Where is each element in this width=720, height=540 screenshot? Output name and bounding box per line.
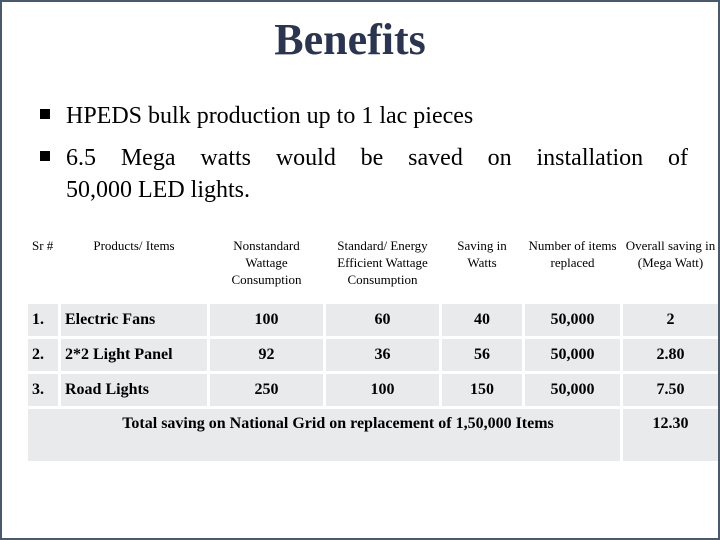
column-header: Standard/ Energy Efficient Wattage Consu… <box>326 235 439 301</box>
table-cell: 2. <box>28 339 58 371</box>
total-value: 12.30 <box>623 409 718 461</box>
table-header-row: Sr # Products/ Items Nonstandard Wattage… <box>28 235 718 301</box>
table-cell: 150 <box>442 374 522 406</box>
table-cell: 2 <box>623 304 718 336</box>
square-bullet-icon <box>40 109 50 119</box>
table-cell: 250 <box>210 374 323 406</box>
table-total-row: Total saving on National Grid on replace… <box>28 409 718 461</box>
table-cell: 2.80 <box>623 339 718 371</box>
column-header: Saving in Watts <box>442 235 522 301</box>
column-header: Nonstandard Wattage Consumption <box>210 235 323 301</box>
table-cell: 56 <box>442 339 522 371</box>
column-header: Overall saving in (Mega Watt) <box>623 235 718 301</box>
table-cell: 50,000 <box>525 304 620 336</box>
bullet-text-continued: 50,000 LED lights. <box>66 177 250 203</box>
table-cell: 3. <box>28 374 58 406</box>
slide-title: Benefits <box>274 15 426 64</box>
table-cell: 7.50 <box>623 374 718 406</box>
column-header: Sr # <box>28 235 58 301</box>
column-header: Products/ Items <box>61 235 207 301</box>
table-cell: 100 <box>210 304 323 336</box>
table-cell: Electric Fans <box>61 304 207 336</box>
table-cell: 2*2 Light Panel <box>61 339 207 371</box>
bullet-text: 6.5 Mega watts would be saved on install… <box>66 145 688 171</box>
table-row: 3. Road Lights 250 100 150 50,000 7.50 <box>28 374 718 406</box>
bullet-item: 6.5 Mega watts would be saved on install… <box>40 142 688 206</box>
bullet-list: HPEDS bulk production up to 1 lac pieces… <box>40 100 688 216</box>
bullet-item: HPEDS bulk production up to 1 lac pieces <box>40 100 688 132</box>
square-bullet-icon <box>40 151 50 161</box>
column-header: Number of items replaced <box>525 235 620 301</box>
table-cell: 36 <box>326 339 439 371</box>
table-row: 2. 2*2 Light Panel 92 36 56 50,000 2.80 <box>28 339 718 371</box>
table-cell: 100 <box>326 374 439 406</box>
benefits-table: Sr # Products/ Items Nonstandard Wattage… <box>25 232 720 464</box>
total-label: Total saving on National Grid on replace… <box>28 409 620 461</box>
table-row: 1. Electric Fans 100 60 40 50,000 2 <box>28 304 718 336</box>
table-cell: Road Lights <box>61 374 207 406</box>
table-cell: 50,000 <box>525 339 620 371</box>
bullet-text: HPEDS bulk production up to 1 lac pieces <box>66 103 474 129</box>
table-cell: 1. <box>28 304 58 336</box>
table-cell: 60 <box>326 304 439 336</box>
table-cell: 40 <box>442 304 522 336</box>
table-cell: 92 <box>210 339 323 371</box>
table-cell: 50,000 <box>525 374 620 406</box>
